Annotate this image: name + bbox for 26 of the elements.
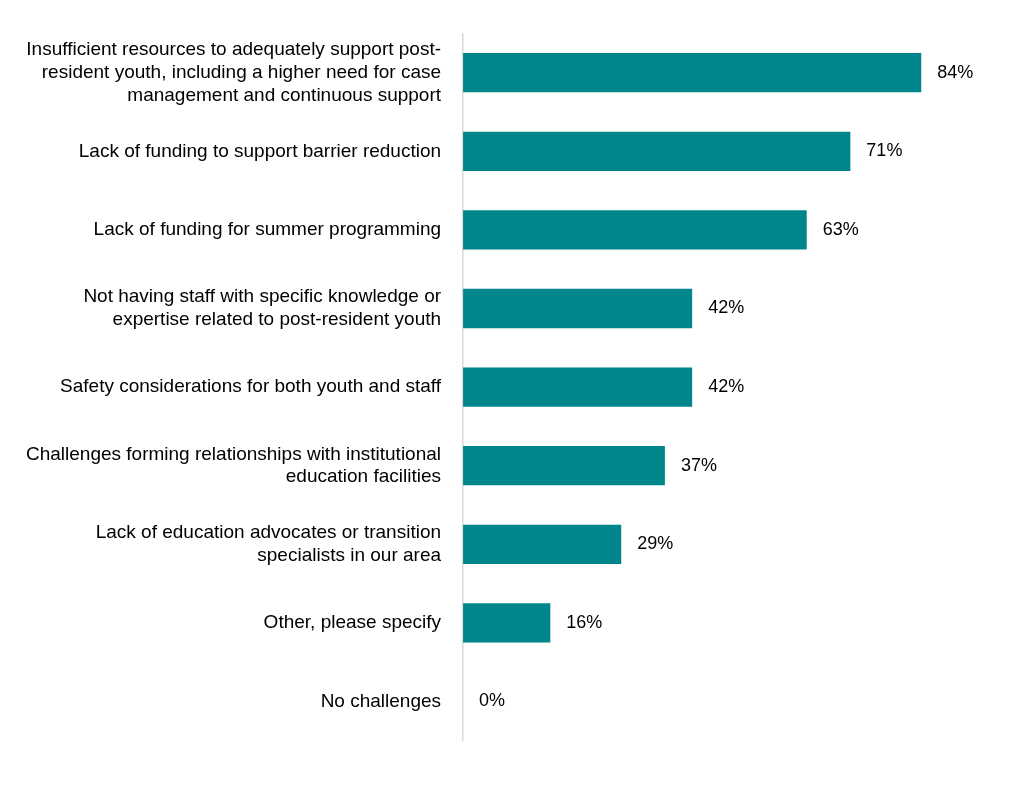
- y-tick-label: Lack of funding for summer programming: [93, 218, 442, 240]
- data-label: 37%: [680, 454, 717, 475]
- y-tick-label: Other, please specify: [263, 611, 442, 633]
- bar: [463, 53, 922, 93]
- bar: [463, 210, 807, 250]
- y-tick-label: Challenges forming relationships with institutional education facilities: [25, 442, 442, 487]
- y-tick-label: Insufficient resources to adequately support post-resident youth, including a higher need for case management and continuous support: [26, 38, 442, 105]
- bar: [463, 367, 693, 407]
- y-tick-label: Lack of funding to support barrier reduction: [78, 139, 442, 161]
- data-label: 29%: [637, 533, 674, 554]
- data-label: 84%: [937, 61, 974, 82]
- data-label: 63%: [822, 218, 859, 239]
- data-label: 71%: [866, 140, 903, 161]
- data-label: 42%: [708, 297, 745, 318]
- data-label: 16%: [566, 611, 603, 632]
- bar: [463, 288, 693, 329]
- bar: [463, 131, 851, 171]
- y-tick-label: Not having staff with specific knowledge or expertise related to post-resident youth: [83, 285, 442, 330]
- bar: [463, 446, 665, 486]
- bar: [463, 524, 622, 564]
- data-label: 0%: [479, 690, 506, 711]
- y-tick-label: No challenges: [320, 689, 442, 711]
- data-label: 42%: [708, 376, 745, 397]
- y-tick-label: Safety considerations for both youth and staff: [60, 375, 442, 397]
- bar: [463, 603, 551, 643]
- y-tick-label: Lack of education advocates or transition specialists in our area: [95, 521, 442, 565]
